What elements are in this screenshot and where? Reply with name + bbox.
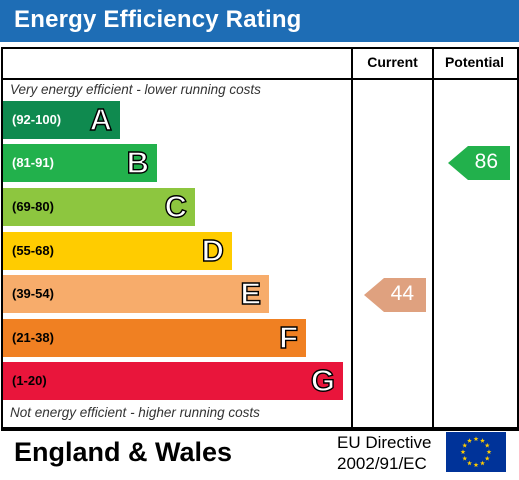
eu-flag-icon <box>446 432 506 472</box>
current-rating-value: 44 <box>390 282 414 305</box>
eu-star-icon <box>486 449 492 455</box>
band-range-label: (1-20) <box>12 373 47 388</box>
band-letter: G <box>310 362 336 398</box>
title-bar: Energy Efficiency Rating <box>0 0 519 42</box>
band-letter: A <box>89 101 113 137</box>
footer-divider <box>1 427 517 429</box>
current-column-divider <box>351 47 353 431</box>
eu-star-icon <box>460 449 466 455</box>
band-letter: D <box>201 232 225 268</box>
band-range-label: (69-80) <box>12 199 54 214</box>
bottom-note: Not energy efficient - higher running co… <box>10 405 260 420</box>
band-range-label: (55-68) <box>12 243 54 258</box>
top-note: Very energy efficient - lower running co… <box>10 82 261 97</box>
band-letter: E <box>240 275 262 311</box>
header-row-divider <box>1 78 517 80</box>
eu-star-icon <box>480 460 485 466</box>
eu-star-icon <box>462 442 468 448</box>
eu-star-icon <box>484 455 490 461</box>
band-range-label: (21-38) <box>12 330 54 345</box>
eu-star-icon <box>473 436 479 442</box>
eu-directive-label: EU Directive <box>337 433 432 452</box>
rating-frame <box>1 47 519 431</box>
current-column-header: Current <box>367 54 418 70</box>
band-range-label: (92-100) <box>12 112 62 127</box>
band-g: (1-20) G <box>3 362 343 400</box>
eu-star-icon <box>484 442 490 448</box>
potential-rating-value: 86 <box>474 150 498 173</box>
eu-star-icon <box>473 462 479 468</box>
potential-column-header: Potential <box>444 54 505 70</box>
band-range-label: (39-54) <box>12 286 54 301</box>
eu-directive-number: 2002/91/EC <box>337 454 427 473</box>
band-b: (81-91) B <box>3 144 157 182</box>
chart-title: Energy Efficiency Rating <box>14 6 302 33</box>
eu-star-icon <box>462 455 468 461</box>
eu-star-icon <box>467 438 472 443</box>
band-letter: C <box>164 188 188 224</box>
band-letter: B <box>126 144 150 180</box>
eu-star-icon <box>480 438 485 443</box>
potential-column-divider <box>432 47 434 431</box>
eu-star-icon <box>467 460 472 466</box>
eu-flag-stars <box>460 436 492 468</box>
band-e: (39-54) E <box>3 275 269 313</box>
country-label: England & Wales <box>14 437 233 467</box>
band-range-label: (81-91) <box>12 155 54 170</box>
band-c: (69-80) C <box>3 188 195 226</box>
band-d: (55-68) D <box>3 232 232 270</box>
band-f: (21-38) F <box>3 319 306 357</box>
band-a: (92-100) A <box>3 101 120 139</box>
band-letter: F <box>278 319 298 355</box>
